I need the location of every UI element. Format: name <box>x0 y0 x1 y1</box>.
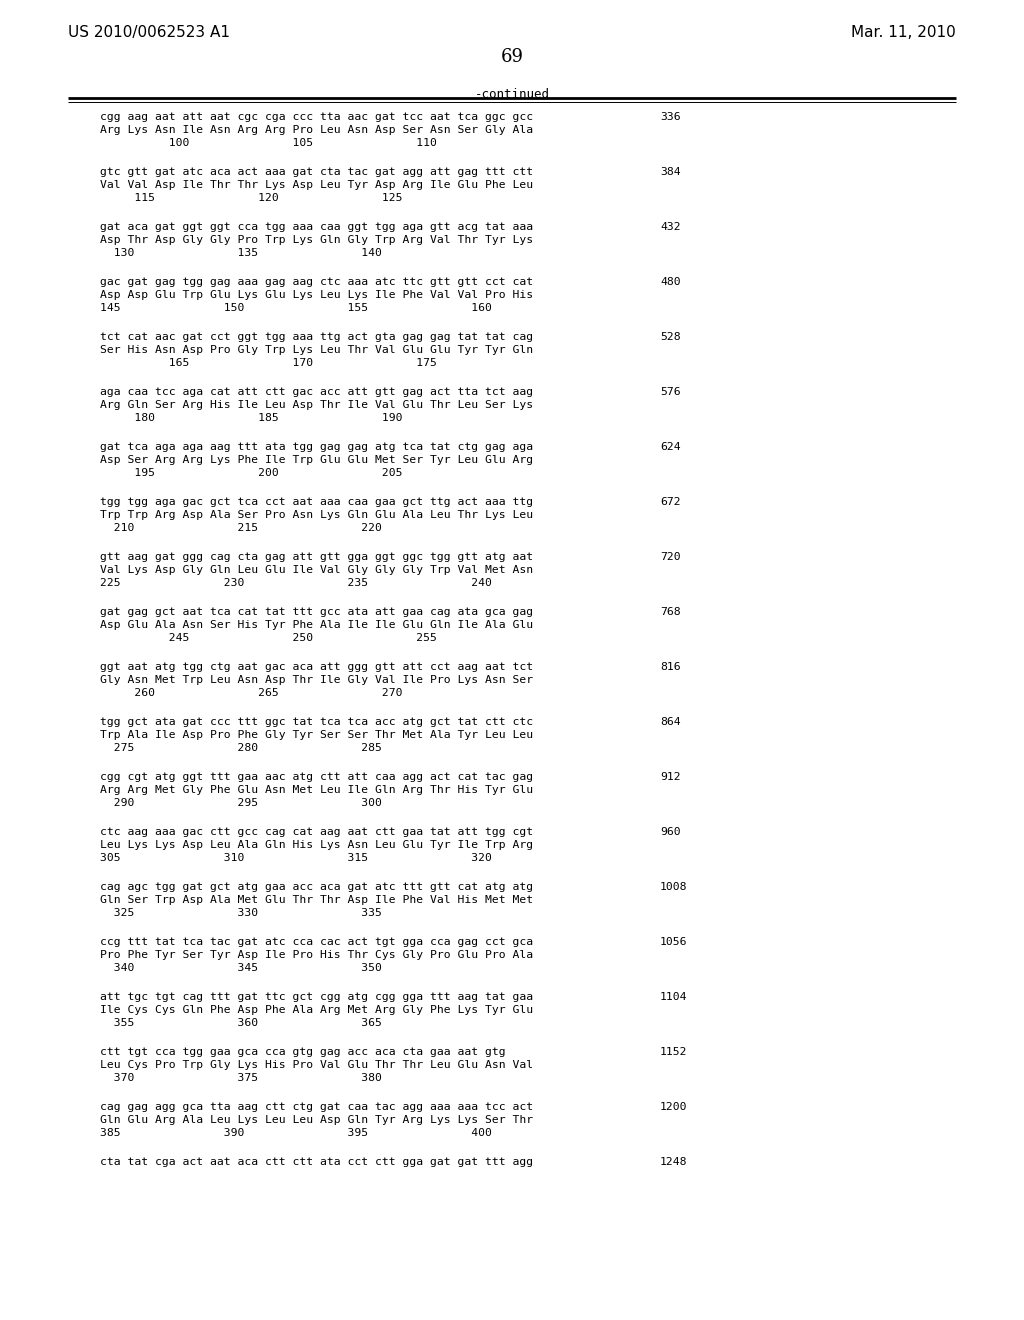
Text: 290               295               300: 290 295 300 <box>100 799 382 808</box>
Text: Asp Asp Glu Trp Glu Lys Glu Lys Leu Lys Ile Phe Val Val Pro His: Asp Asp Glu Trp Glu Lys Glu Lys Leu Lys … <box>100 290 534 300</box>
Text: gat aca gat ggt ggt cca tgg aaa caa ggt tgg aga gtt acg tat aaa: gat aca gat ggt ggt cca tgg aaa caa ggt … <box>100 222 534 232</box>
Text: 325               330               335: 325 330 335 <box>100 908 382 917</box>
Text: 355               360               365: 355 360 365 <box>100 1018 382 1028</box>
Text: gat tca aga aga aag ttt ata tgg gag gag atg tca tat ctg gag aga: gat tca aga aga aag ttt ata tgg gag gag … <box>100 442 534 451</box>
Text: Pro Phe Tyr Ser Tyr Asp Ile Pro His Thr Cys Gly Pro Glu Pro Ala: Pro Phe Tyr Ser Tyr Asp Ile Pro His Thr … <box>100 950 534 960</box>
Text: 370               375               380: 370 375 380 <box>100 1073 382 1082</box>
Text: Arg Arg Met Gly Phe Glu Asn Met Leu Ile Gln Arg Thr His Tyr Glu: Arg Arg Met Gly Phe Glu Asn Met Leu Ile … <box>100 785 534 795</box>
Text: 100               105               110: 100 105 110 <box>100 139 437 148</box>
Text: Trp Ala Ile Asp Pro Phe Gly Tyr Ser Ser Thr Met Ala Tyr Leu Leu: Trp Ala Ile Asp Pro Phe Gly Tyr Ser Ser … <box>100 730 534 741</box>
Text: 1056: 1056 <box>660 937 687 946</box>
Text: Gln Glu Arg Ala Leu Lys Leu Leu Asp Gln Tyr Arg Lys Lys Ser Thr: Gln Glu Arg Ala Leu Lys Leu Leu Asp Gln … <box>100 1115 534 1125</box>
Text: 210               215               220: 210 215 220 <box>100 523 382 533</box>
Text: 672: 672 <box>660 498 681 507</box>
Text: ctt tgt cca tgg gaa gca cca gtg gag acc aca cta gaa aat gtg: ctt tgt cca tgg gaa gca cca gtg gag acc … <box>100 1047 506 1057</box>
Text: ggt aat atg tgg ctg aat gac aca att ggg gtt att cct aag aat tct: ggt aat atg tgg ctg aat gac aca att ggg … <box>100 663 534 672</box>
Text: 1248: 1248 <box>660 1158 687 1167</box>
Text: Arg Gln Ser Arg His Ile Leu Asp Thr Ile Val Glu Thr Leu Ser Lys: Arg Gln Ser Arg His Ile Leu Asp Thr Ile … <box>100 400 534 411</box>
Text: Asp Glu Ala Asn Ser His Tyr Phe Ala Ile Ile Glu Gln Ile Ala Glu: Asp Glu Ala Asn Ser His Tyr Phe Ala Ile … <box>100 620 534 630</box>
Text: 260               265               270: 260 265 270 <box>100 688 402 698</box>
Text: Gln Ser Trp Asp Ala Met Glu Thr Thr Asp Ile Phe Val His Met Met: Gln Ser Trp Asp Ala Met Glu Thr Thr Asp … <box>100 895 534 906</box>
Text: 960: 960 <box>660 828 681 837</box>
Text: 275               280               285: 275 280 285 <box>100 743 382 752</box>
Text: gat gag gct aat tca cat tat ttt gcc ata att gaa cag ata gca gag: gat gag gct aat tca cat tat ttt gcc ata … <box>100 607 534 616</box>
Text: cgg cgt atg ggt ttt gaa aac atg ctt att caa agg act cat tac gag: cgg cgt atg ggt ttt gaa aac atg ctt att … <box>100 772 534 781</box>
Text: tgg tgg aga gac gct tca cct aat aaa caa gaa gct ttg act aaa ttg: tgg tgg aga gac gct tca cct aat aaa caa … <box>100 498 534 507</box>
Text: 912: 912 <box>660 772 681 781</box>
Text: 69: 69 <box>501 48 523 66</box>
Text: 145               150               155               160: 145 150 155 160 <box>100 304 492 313</box>
Text: Asp Ser Arg Arg Lys Phe Ile Trp Glu Glu Met Ser Tyr Leu Glu Arg: Asp Ser Arg Arg Lys Phe Ile Trp Glu Glu … <box>100 455 534 465</box>
Text: 720: 720 <box>660 552 681 562</box>
Text: gtc gtt gat atc aca act aaa gat cta tac gat agg att gag ttt ctt: gtc gtt gat atc aca act aaa gat cta tac … <box>100 168 534 177</box>
Text: Leu Cys Pro Trp Gly Lys His Pro Val Glu Thr Thr Leu Glu Asn Val: Leu Cys Pro Trp Gly Lys His Pro Val Glu … <box>100 1060 534 1071</box>
Text: Leu Lys Lys Asp Leu Ala Gln His Lys Asn Leu Glu Tyr Ile Trp Arg: Leu Lys Lys Asp Leu Ala Gln His Lys Asn … <box>100 840 534 850</box>
Text: Arg Lys Asn Ile Asn Arg Arg Pro Leu Asn Asp Ser Asn Ser Gly Ala: Arg Lys Asn Ile Asn Arg Arg Pro Leu Asn … <box>100 125 534 135</box>
Text: cgg aag aat att aat cgc cga ccc tta aac gat tcc aat tca ggc gcc: cgg aag aat att aat cgc cga ccc tta aac … <box>100 112 534 121</box>
Text: 432: 432 <box>660 222 681 232</box>
Text: aga caa tcc aga cat att ctt gac acc att gtt gag act tta tct aag: aga caa tcc aga cat att ctt gac acc att … <box>100 387 534 397</box>
Text: 1008: 1008 <box>660 882 687 892</box>
Text: 336: 336 <box>660 112 681 121</box>
Text: 624: 624 <box>660 442 681 451</box>
Text: 576: 576 <box>660 387 681 397</box>
Text: 1200: 1200 <box>660 1102 687 1111</box>
Text: Gly Asn Met Trp Leu Asn Asp Thr Ile Gly Val Ile Pro Lys Asn Ser: Gly Asn Met Trp Leu Asn Asp Thr Ile Gly … <box>100 675 534 685</box>
Text: ctc aag aaa gac ctt gcc cag cat aag aat ctt gaa tat att tgg cgt: ctc aag aaa gac ctt gcc cag cat aag aat … <box>100 828 534 837</box>
Text: 384: 384 <box>660 168 681 177</box>
Text: gtt aag gat ggg cag cta gag att gtt gga ggt ggc tgg gtt atg aat: gtt aag gat ggg cag cta gag att gtt gga … <box>100 552 534 562</box>
Text: 1152: 1152 <box>660 1047 687 1057</box>
Text: Mar. 11, 2010: Mar. 11, 2010 <box>851 25 956 40</box>
Text: Ile Cys Cys Gln Phe Asp Phe Ala Arg Met Arg Gly Phe Lys Tyr Glu: Ile Cys Cys Gln Phe Asp Phe Ala Arg Met … <box>100 1005 534 1015</box>
Text: tgg gct ata gat ccc ttt ggc tat tca tca acc atg gct tat ctt ctc: tgg gct ata gat ccc ttt ggc tat tca tca … <box>100 717 534 727</box>
Text: 130               135               140: 130 135 140 <box>100 248 382 257</box>
Text: 340               345               350: 340 345 350 <box>100 964 382 973</box>
Text: 864: 864 <box>660 717 681 727</box>
Text: Asp Thr Asp Gly Gly Pro Trp Lys Gln Gly Trp Arg Val Thr Tyr Lys: Asp Thr Asp Gly Gly Pro Trp Lys Gln Gly … <box>100 235 534 246</box>
Text: 480: 480 <box>660 277 681 286</box>
Text: Val Val Asp Ile Thr Thr Lys Asp Leu Tyr Asp Arg Ile Glu Phe Leu: Val Val Asp Ile Thr Thr Lys Asp Leu Tyr … <box>100 180 534 190</box>
Text: 165               170               175: 165 170 175 <box>100 358 437 368</box>
Text: cag gag agg gca tta aag ctt ctg gat caa tac agg aaa aaa tcc act: cag gag agg gca tta aag ctt ctg gat caa … <box>100 1102 534 1111</box>
Text: Ser His Asn Asp Pro Gly Trp Lys Leu Thr Val Glu Glu Tyr Tyr Gln: Ser His Asn Asp Pro Gly Trp Lys Leu Thr … <box>100 345 534 355</box>
Text: 528: 528 <box>660 333 681 342</box>
Text: tct cat aac gat cct ggt tgg aaa ttg act gta gag gag tat tat cag: tct cat aac gat cct ggt tgg aaa ttg act … <box>100 333 534 342</box>
Text: cta tat cga act aat aca ctt ctt ata cct ctt gga gat gat ttt agg: cta tat cga act aat aca ctt ctt ata cct … <box>100 1158 534 1167</box>
Text: 225               230               235               240: 225 230 235 240 <box>100 578 492 587</box>
Text: 385               390               395               400: 385 390 395 400 <box>100 1129 492 1138</box>
Text: 115               120               125: 115 120 125 <box>100 193 402 203</box>
Text: Val Lys Asp Gly Gln Leu Glu Ile Val Gly Gly Gly Trp Val Met Asn: Val Lys Asp Gly Gln Leu Glu Ile Val Gly … <box>100 565 534 576</box>
Text: cag agc tgg gat gct atg gaa acc aca gat atc ttt gtt cat atg atg: cag agc tgg gat gct atg gaa acc aca gat … <box>100 882 534 892</box>
Text: 245               250               255: 245 250 255 <box>100 634 437 643</box>
Text: gac gat gag tgg gag aaa gag aag ctc aaa atc ttc gtt gtt cct cat: gac gat gag tgg gag aaa gag aag ctc aaa … <box>100 277 534 286</box>
Text: Trp Trp Arg Asp Ala Ser Pro Asn Lys Gln Glu Ala Leu Thr Lys Leu: Trp Trp Arg Asp Ala Ser Pro Asn Lys Gln … <box>100 510 534 520</box>
Text: 768: 768 <box>660 607 681 616</box>
Text: US 2010/0062523 A1: US 2010/0062523 A1 <box>68 25 230 40</box>
Text: 816: 816 <box>660 663 681 672</box>
Text: att tgc tgt cag ttt gat ttc gct cgg atg cgg gga ttt aag tat gaa: att tgc tgt cag ttt gat ttc gct cgg atg … <box>100 993 534 1002</box>
Text: 305               310               315               320: 305 310 315 320 <box>100 853 492 863</box>
Text: 195               200               205: 195 200 205 <box>100 469 402 478</box>
Text: 180               185               190: 180 185 190 <box>100 413 402 422</box>
Text: ccg ttt tat tca tac gat atc cca cac act tgt gga cca gag cct gca: ccg ttt tat tca tac gat atc cca cac act … <box>100 937 534 946</box>
Text: -continued: -continued <box>474 88 550 102</box>
Text: 1104: 1104 <box>660 993 687 1002</box>
